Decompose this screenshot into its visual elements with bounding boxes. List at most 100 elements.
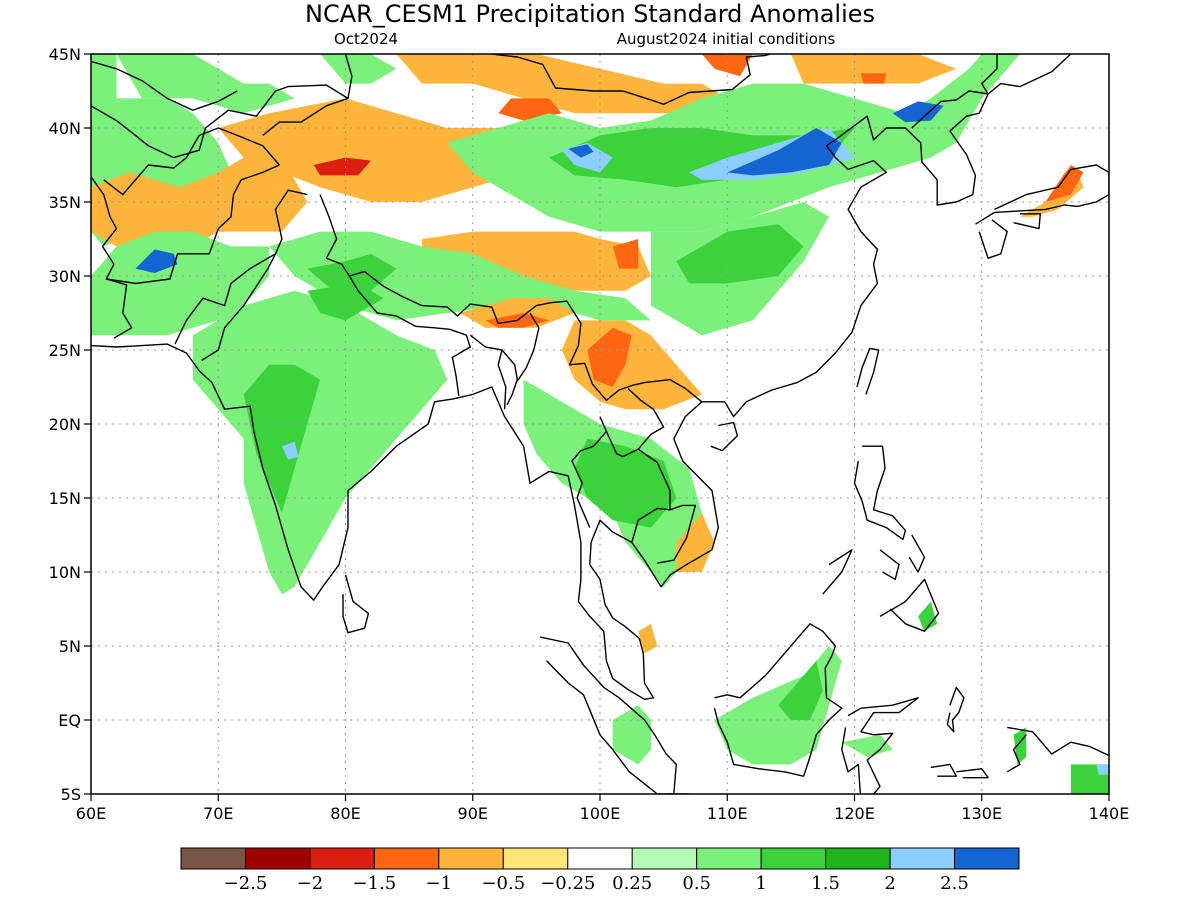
anomaly-region-orange (587, 327, 632, 387)
coastline (981, 54, 1020, 95)
y-tick-label: 25N (49, 341, 81, 360)
coastline (908, 534, 926, 573)
latitude-axis: 45N 40N 35N 30N 25N 20N 15N 10N 5N EQ 5S (49, 45, 91, 804)
colorbar-swatch (373, 847, 440, 870)
y-tick-label: 35N (49, 193, 81, 212)
coastline (516, 312, 540, 382)
coastline (262, 54, 353, 136)
anomaly-region-light_blue (281, 441, 299, 460)
anomaly-region-light_blue (1096, 764, 1109, 775)
x-tick-label: 140E (1089, 804, 1130, 823)
x-tick-label: 90E (458, 804, 488, 823)
coastline (1007, 726, 1109, 757)
coastline (856, 347, 880, 395)
colorbar-label: 1 (755, 873, 766, 894)
coastline (627, 387, 665, 450)
coastline (911, 90, 989, 129)
coastline (571, 430, 607, 528)
x-tick-label: 120E (834, 804, 875, 823)
anomaly-region-blue (727, 128, 842, 176)
anomaly-region-blue (135, 249, 178, 273)
initial-conditions: August2024 initial conditions (617, 30, 836, 48)
anomaly-region-light_green (91, 231, 270, 336)
coastline (822, 549, 853, 595)
coastline (631, 507, 671, 543)
anomaly-region-light_orange (421, 231, 651, 291)
coastline (491, 54, 773, 106)
y-tick-label: 20N (49, 415, 81, 434)
coastline (879, 578, 940, 632)
colorbar: −2.5 −2 −1.5 −1 −0.5 −0.25 0.25 0.5 1 1.5 2 2.5 (180, 847, 1020, 894)
colorbar-swatch (438, 847, 504, 870)
colorbar-label: −1.5 (353, 873, 397, 894)
anomaly-region-light_orange (790, 54, 957, 84)
colorbar-label: −2 (297, 873, 324, 894)
longitude-axis: 60E 70E 80E 90E 100E 110E 120E 130E 140E (76, 794, 1130, 823)
anomaly-region-orange (701, 54, 753, 77)
colorbar-swatch (889, 847, 956, 870)
colorbar-label: −2.5 (224, 873, 268, 894)
x-tick-label: 80E (330, 804, 360, 823)
coastline (930, 763, 957, 777)
y-tick-label: 45N (49, 45, 81, 64)
x-tick-label: 110E (707, 804, 748, 823)
coastline (978, 219, 1008, 259)
anomaly-region-blue (568, 144, 594, 158)
colorbar-label: −0.25 (540, 873, 595, 894)
colorbar-label: 0.5 (682, 873, 711, 894)
coastline (946, 686, 965, 733)
anomaly-region-blue (892, 101, 944, 123)
coastline (710, 421, 739, 452)
colorbar-swatch (567, 847, 633, 870)
coastline (501, 349, 518, 406)
anomaly-region-green (1013, 727, 1027, 765)
anomaly-region-green (307, 283, 384, 321)
coastline (469, 334, 507, 410)
colorbar-label: −0.5 (481, 873, 525, 894)
anomaly-region-green (778, 660, 823, 720)
coastline (853, 445, 907, 541)
colorbar-swatch (825, 847, 891, 870)
colorbar-swatch (696, 847, 762, 870)
coastline (174, 189, 308, 345)
coastline (91, 54, 1072, 700)
colorbar-swatch (245, 847, 311, 870)
anomaly-region-green (918, 601, 938, 632)
colorbar-swatch (180, 847, 246, 870)
anomaly-region-light_green (116, 54, 295, 114)
y-tick-label: 5N (59, 637, 81, 656)
anomaly-region-light_orange (676, 512, 715, 572)
colorbar-label: −1 (426, 873, 453, 894)
colorbar-swatch (760, 847, 827, 870)
coastline (1006, 734, 1027, 773)
x-tick-label: 130E (961, 804, 1002, 823)
anomaly-region-green (243, 364, 321, 513)
coastline (975, 164, 1109, 225)
y-tick-label: 40N (49, 119, 81, 138)
coastline (173, 84, 349, 159)
coastline (91, 176, 133, 339)
chart-title: NCAR_CESM1 Precipitation Standard Anomal… (305, 0, 875, 28)
anomaly-region-light_green (320, 54, 397, 84)
x-tick-label: 100E (580, 804, 621, 823)
colorbar-swatch (954, 847, 1020, 870)
anomaly-region-light_green (612, 705, 651, 765)
coastlines (91, 54, 1109, 794)
coastline (348, 275, 450, 330)
coastline (879, 549, 900, 581)
coastline (106, 164, 280, 285)
anomaly-region-green (676, 224, 804, 284)
coastline (841, 697, 919, 794)
forecast-month: Oct2024 (334, 30, 398, 48)
coastline (449, 328, 471, 396)
colorbar-label: 0.25 (612, 873, 652, 894)
anomaly-region-light_green (192, 290, 448, 595)
y-tick-label: EQ (58, 711, 81, 730)
coastline (599, 416, 697, 564)
anomaly-region-orange (860, 73, 887, 84)
anomaly-region-orange (1045, 165, 1084, 202)
colorbar-label: 2.5 (940, 873, 969, 894)
coastline (713, 623, 843, 777)
anomaly-region-light_orange (218, 98, 537, 202)
